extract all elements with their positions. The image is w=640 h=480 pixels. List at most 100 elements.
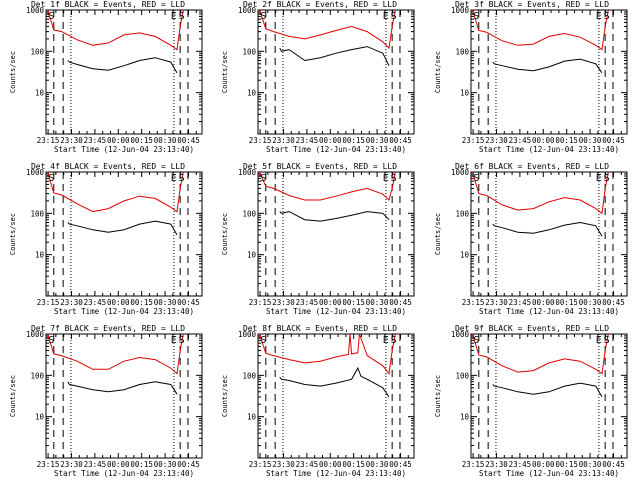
- flag-label-s: S: [179, 335, 185, 346]
- x-tick-label: 23:45: [84, 460, 107, 469]
- flag-label-s: S: [473, 335, 479, 346]
- x-tick-label: 23:15: [462, 136, 485, 145]
- x-tick-label: 23:15: [249, 460, 272, 469]
- lld-series-line: [259, 9, 396, 50]
- plot-frame: [45, 9, 203, 135]
- x-tick-label: 00:30: [366, 460, 389, 469]
- x-tick-label: 00:30: [366, 136, 389, 145]
- panel-title: Det 1f BLACK = Events, RED = LLD: [31, 0, 185, 9]
- plot-frame: [45, 333, 203, 459]
- events-series-line: [67, 381, 178, 395]
- y-tick-label: 100: [242, 209, 256, 218]
- panel-title: Det 6f BLACK = Events, RED = LLD: [455, 162, 609, 171]
- panel-title: Det 4f BLACK = Events, RED = LLD: [31, 162, 185, 171]
- plot-frame: [257, 171, 415, 297]
- flag-label-e: E: [383, 335, 389, 346]
- y-tick-label: 100: [455, 209, 469, 218]
- panel-det-7: Det 7f BLACK = Events, RED = LLD 10 100 100…: [9, 324, 203, 478]
- y-tick-label: 1000: [26, 330, 45, 339]
- x-tick-label: 23:30: [485, 298, 508, 307]
- x-tick-label: 00:45: [177, 460, 200, 469]
- y-tick-label: 10: [247, 413, 257, 422]
- y-axis-label: Counts/sec: [221, 51, 229, 93]
- flag-label-s: S: [391, 11, 397, 22]
- x-tick-label: 23:15: [462, 460, 485, 469]
- x-tick-label: 00:00: [107, 136, 130, 145]
- x-tick-label: 23:30: [272, 136, 295, 145]
- flag-label-e: E: [596, 335, 602, 346]
- lld-series-line: [47, 9, 184, 51]
- lld-series-line: [472, 9, 609, 51]
- lld-series-line: [47, 171, 184, 213]
- x-tick-label: 23:45: [509, 460, 532, 469]
- panel-det-6: Det 6f BLACK = Events, RED = LLD 10 100 100…: [434, 162, 628, 316]
- y-tick-label: 100: [242, 47, 256, 56]
- x-tick-label: 00:00: [532, 298, 555, 307]
- panel-title: Det 8f BLACK = Events, RED = LLD: [243, 324, 397, 333]
- panel-det-1: Det 1f BLACK = Events, RED = LLD 10 100 100…: [9, 0, 203, 154]
- y-tick-label: 100: [30, 371, 44, 380]
- x-tick-label: 00:45: [602, 460, 625, 469]
- x-tick-label: 00:15: [130, 136, 153, 145]
- x-tick-label: 23:15: [249, 298, 272, 307]
- x-tick-label: 23:30: [60, 298, 83, 307]
- x-tick-label: 00:30: [366, 298, 389, 307]
- y-tick-label: 10: [247, 251, 257, 260]
- x-tick-label: 23:15: [37, 298, 60, 307]
- x-tick-label: 23:45: [84, 298, 107, 307]
- lld-series-line: [472, 333, 609, 375]
- plot-frame: [257, 9, 415, 135]
- y-tick-label: 1000: [26, 168, 45, 177]
- panel-title: Det 3f BLACK = Events, RED = LLD: [455, 0, 609, 9]
- x-tick-label: 00:15: [342, 460, 365, 469]
- y-tick-label: 100: [30, 209, 44, 218]
- plot-frame: [470, 9, 628, 135]
- plot-frame: [470, 171, 628, 297]
- panel-det-4: Det 4f BLACK = Events, RED = LLD 10 100 100…: [9, 162, 203, 316]
- x-tick-label: 23:15: [249, 136, 272, 145]
- x-tick-label: 23:45: [509, 298, 532, 307]
- x-tick-label: 23:45: [509, 136, 532, 145]
- flag-label-s: S: [260, 335, 266, 346]
- panel-title: Det 7f BLACK = Events, RED = LLD: [31, 324, 185, 333]
- x-tick-label: 00:15: [342, 136, 365, 145]
- x-tick-label: 00:00: [532, 136, 555, 145]
- y-tick-label: 1000: [238, 330, 257, 339]
- y-axis-label: Counts/sec: [221, 213, 229, 255]
- x-tick-label: 00:00: [319, 298, 342, 307]
- y-axis-label: Counts/sec: [434, 375, 442, 417]
- y-tick-label: 1000: [238, 6, 257, 15]
- flag-label-s: S: [48, 335, 54, 346]
- x-tick-label: 00:30: [154, 136, 177, 145]
- x-tick-label: 00:15: [555, 136, 578, 145]
- flag-label-s: S: [391, 173, 397, 184]
- x-tick-label: 00:45: [177, 298, 200, 307]
- x-tick-label: 23:30: [272, 298, 295, 307]
- y-tick-label: 100: [30, 47, 44, 56]
- x-tick-label: 00:45: [389, 136, 412, 145]
- y-tick-label: 1000: [451, 6, 470, 15]
- panel-det-8: Det 8f BLACK = Events, RED = LLD 10 100 100…: [221, 324, 415, 478]
- y-tick-label: 1000: [238, 168, 257, 177]
- events-series-line: [492, 58, 603, 74]
- x-tick-label: 00:15: [555, 298, 578, 307]
- x-tick-label: 00:15: [130, 298, 153, 307]
- x-tick-label: 23:45: [296, 136, 319, 145]
- panel-title: Det 2f BLACK = Events, RED = LLD: [243, 0, 397, 9]
- y-tick-label: 10: [35, 89, 45, 98]
- y-tick-label: 10: [460, 251, 470, 260]
- y-tick-label: 1000: [451, 330, 470, 339]
- y-tick-label: 10: [35, 413, 45, 422]
- y-tick-label: 1000: [451, 168, 470, 177]
- flag-label-s: S: [391, 335, 397, 346]
- x-tick-label: 23:30: [485, 460, 508, 469]
- x-tick-label: 23:30: [272, 460, 295, 469]
- lld-series-line: [259, 171, 396, 201]
- x-tick-label: 23:30: [485, 136, 508, 145]
- x-tick-label: 00:45: [389, 460, 412, 469]
- y-axis-label: Counts/sec: [9, 51, 17, 93]
- flag-label-e: E: [596, 173, 602, 184]
- flag-label-s: S: [604, 335, 610, 346]
- y-tick-label: 1000: [26, 6, 45, 15]
